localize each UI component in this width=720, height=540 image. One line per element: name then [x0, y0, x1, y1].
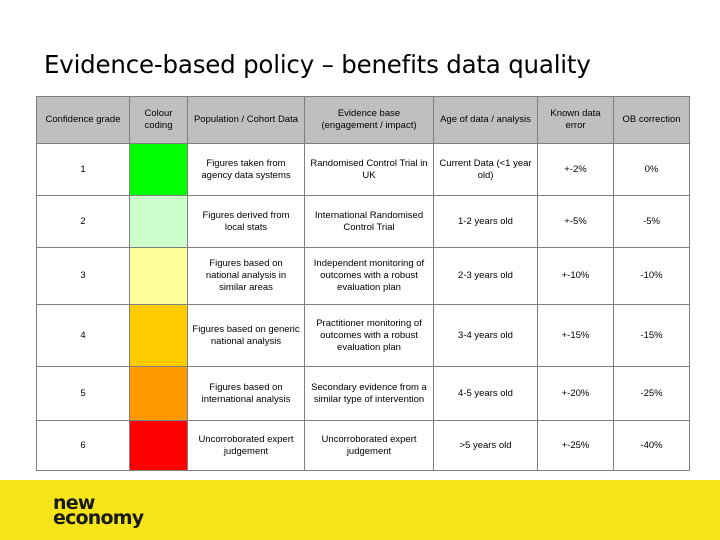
population-cell: Figures derived from local stats	[187, 195, 305, 248]
population-cell: Uncorroborated expert judgement	[187, 420, 305, 471]
ob-cell: -10%	[613, 247, 690, 305]
header-ob-correction: OB correction	[613, 96, 690, 144]
ob-cell: 0%	[613, 143, 690, 196]
header-population-cohort: Population / Cohort Data	[187, 96, 305, 144]
grade-cell: 4	[36, 304, 130, 367]
table-row: 3 Figures based on national analysis in …	[36, 247, 690, 305]
error-cell: +-20%	[537, 366, 614, 421]
ob-cell: -15%	[613, 304, 690, 367]
table-row: 1 Figures taken from agency data systems…	[36, 143, 690, 196]
evidence-cell: Randomised Control Trial in UK	[304, 143, 434, 196]
table-header-row: Confidence grade Colour coding Populatio…	[36, 96, 690, 144]
population-cell: Figures based on generic national analys…	[187, 304, 305, 367]
slide-title: Evidence-based policy – benefits data qu…	[44, 50, 591, 79]
colour-swatch	[129, 247, 188, 305]
age-cell: Current Data (<1 year old)	[433, 143, 538, 196]
evidence-cell: Practitioner monitoring of outcomes with…	[304, 304, 434, 367]
ob-cell: -25%	[613, 366, 690, 421]
error-cell: +-10%	[537, 247, 614, 305]
evidence-cell: International Randomised Control Trial	[304, 195, 434, 248]
logo-line-economy: economy	[53, 507, 144, 529]
population-cell: Figures based on international analysis	[187, 366, 305, 421]
evidence-cell: Secondary evidence from a similar type o…	[304, 366, 434, 421]
table-row: 2 Figures derived from local stats Inter…	[36, 195, 690, 248]
ob-cell: -5%	[613, 195, 690, 248]
footer-band	[0, 480, 720, 540]
colour-swatch	[129, 304, 188, 367]
header-colour-coding: Colour coding	[129, 96, 188, 144]
age-cell: 4-5 years old	[433, 366, 538, 421]
ob-cell: -40%	[613, 420, 690, 471]
colour-swatch	[129, 143, 188, 196]
population-cell: Figures taken from agency data systems	[187, 143, 305, 196]
error-cell: +-5%	[537, 195, 614, 248]
grade-cell: 3	[36, 247, 130, 305]
grade-cell: 2	[36, 195, 130, 248]
age-cell: 1-2 years old	[433, 195, 538, 248]
header-confidence-grade: Confidence grade	[36, 96, 130, 144]
header-evidence-base: Evidence base (engagement / impact)	[304, 96, 434, 144]
evidence-cell: Uncorroborated expert judgement	[304, 420, 434, 471]
error-cell: +-2%	[537, 143, 614, 196]
grade-cell: 5	[36, 366, 130, 421]
age-cell: >5 years old	[433, 420, 538, 471]
table-row: 4 Figures based on generic national anal…	[36, 304, 690, 367]
new-economy-logo: new economy	[53, 492, 144, 529]
header-known-data-error: Known data error	[537, 96, 614, 144]
grade-cell: 1	[36, 143, 130, 196]
error-cell: +-15%	[537, 304, 614, 367]
colour-swatch	[129, 366, 188, 421]
evidence-table: Confidence grade Colour coding Populatio…	[36, 96, 690, 471]
evidence-cell: Independent monitoring of outcomes with …	[304, 247, 434, 305]
age-cell: 3-4 years old	[433, 304, 538, 367]
population-cell: Figures based on national analysis in si…	[187, 247, 305, 305]
colour-swatch	[129, 195, 188, 248]
table-row: 6 Uncorroborated expert judgement Uncorr…	[36, 420, 690, 471]
age-cell: 2-3 years old	[433, 247, 538, 305]
error-cell: +-25%	[537, 420, 614, 471]
colour-swatch	[129, 420, 188, 471]
grade-cell: 6	[36, 420, 130, 471]
table-row: 5 Figures based on international analysi…	[36, 366, 690, 421]
logo-line-new: new	[53, 492, 95, 514]
header-age-of-data: Age of data / analysis	[433, 96, 538, 144]
